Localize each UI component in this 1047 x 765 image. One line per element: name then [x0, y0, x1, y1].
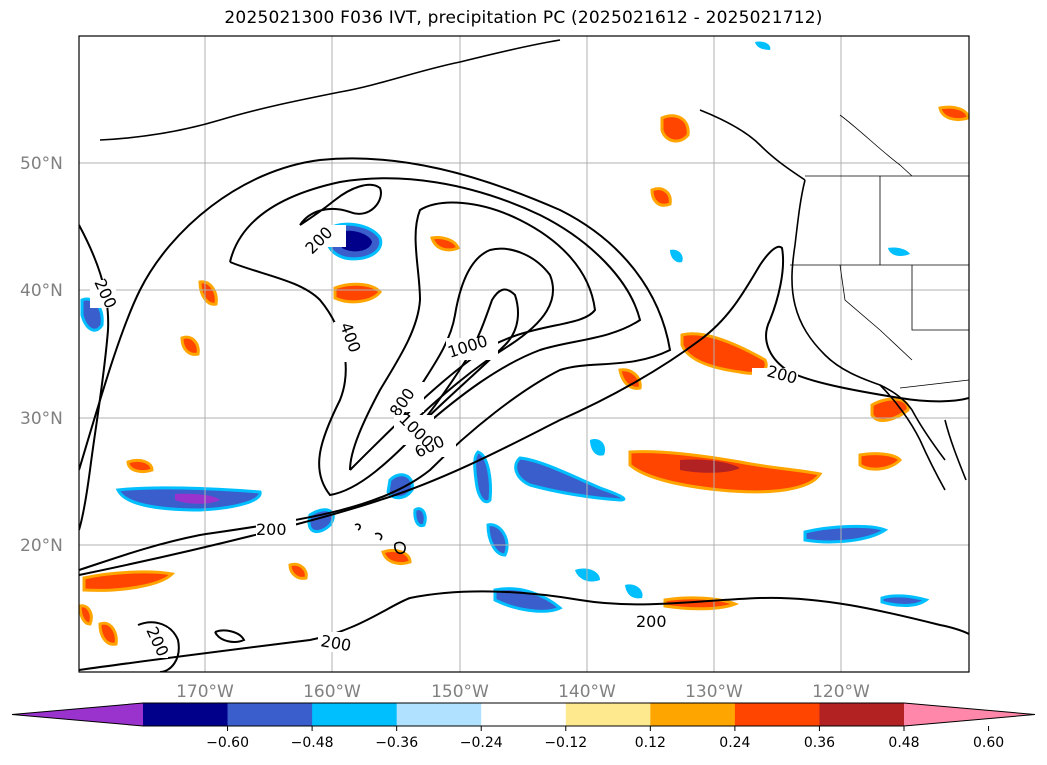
us-mexico-border: [899, 379, 969, 389]
latitude-labels: 50°N 40°N 30°N 20°N: [20, 154, 63, 556]
contour-label: 200: [636, 612, 667, 631]
lon-label: 120°W: [812, 682, 870, 702]
ivt-200-left: [79, 224, 110, 531]
colorbar-tick-label: −0.60: [206, 735, 249, 751]
neg-patch-core: [340, 230, 372, 252]
colorbar-segment: [734, 703, 820, 726]
ivt-200-small: [137, 621, 246, 672]
pos-patch: [82, 570, 176, 592]
ivt-200-main: [79, 245, 969, 576]
contour-label: 200: [256, 520, 287, 539]
pos-patch: [180, 335, 200, 356]
canada-bc-line: [839, 114, 913, 177]
lat-label: 20°N: [20, 536, 63, 556]
neg-patch: [486, 523, 509, 557]
hawaii: [354, 523, 406, 555]
precip-anomaly-layer: [79, 41, 969, 646]
colorbar-segment: [565, 703, 651, 726]
neg-patch: [413, 507, 427, 528]
pos-patch: [333, 282, 382, 304]
pos-patch: [126, 458, 154, 474]
state-lines: [839, 176, 969, 361]
lat-label: 30°N: [20, 409, 63, 429]
contour-label-group: 200 200 200 200 200 200 200 400 600 800 …: [90, 223, 799, 659]
colorbar-tick-label: 0.24: [719, 735, 750, 751]
longitude-labels: 170°W 160°W 150°W 140°W 130°W 120°W: [176, 682, 870, 702]
neg-patch: [493, 587, 563, 613]
colorbar-segment: [227, 703, 313, 726]
colorbar-segment: [396, 703, 482, 726]
colorbar-tick-label: 0.36: [804, 735, 835, 751]
lon-label: 140°W: [558, 682, 616, 702]
pos-patch: [430, 236, 460, 252]
neg-patch-core: [175, 493, 220, 504]
ivt-contours: [79, 157, 969, 672]
colorbar-extend-min: [12, 703, 143, 726]
gulf-of-california: [944, 419, 967, 481]
lat-label: 50°N: [20, 154, 63, 174]
pos-patch: [288, 562, 308, 580]
colorbar-segment: [819, 703, 905, 726]
colorbar-tick-label: −0.24: [460, 735, 503, 751]
pos-patch: [381, 548, 412, 566]
pos-patch: [79, 604, 93, 626]
colorbar-outline: [11, 702, 1036, 727]
neg-patch: [625, 584, 643, 599]
pos-patch: [650, 187, 672, 207]
pos-patch: [618, 368, 642, 390]
baja-coast: [879, 384, 946, 491]
ivt-1000: [419, 288, 519, 426]
colorbar-tick-label: −0.12: [544, 735, 587, 751]
neg-patch: [386, 473, 414, 500]
ivt-200-outer: [79, 157, 672, 571]
ivt-200-south: [79, 590, 969, 671]
pos-patch: [98, 621, 118, 646]
pos-patch-core: [680, 459, 740, 473]
colorbar-segment: [312, 703, 398, 726]
colorbar-tick-label: −0.36: [375, 735, 418, 751]
pos-patch: [198, 280, 218, 306]
neg-patch: [514, 456, 626, 502]
lat-label: 40°N: [20, 281, 63, 301]
colorbar: −0.60 −0.48 −0.36 −0.24 −0.12 0.12 0.24 0.36 0.4…: [11, 702, 1036, 751]
neg-patch: [880, 594, 930, 607]
pos-patch: [660, 114, 690, 143]
colorbar-tick-label: 0.48: [888, 735, 919, 751]
coastlines: [99, 39, 967, 555]
alaska-coast: [99, 39, 561, 141]
borders: [790, 114, 969, 389]
plot-area: 200 200 200 200 200 200 200 400 600 800 …: [79, 36, 969, 672]
colorbar-segment: [650, 703, 736, 726]
ivt-200-inner: [299, 183, 382, 226]
colorbar-segment: [481, 703, 567, 726]
colorbar-segment: [143, 703, 229, 726]
colorbar-tick-label: 0.12: [635, 735, 666, 751]
lon-label: 170°W: [176, 682, 234, 702]
neg-patch: [590, 439, 606, 456]
colorbar-extend-max: [904, 703, 1035, 726]
alaska-panhandle: [699, 109, 806, 181]
neg-patch: [755, 41, 771, 50]
neg-patch: [670, 249, 683, 263]
colorbar-tick-label: 0.60: [973, 735, 1004, 751]
neg-patch: [803, 524, 889, 544]
bc-wa-or-ca-coast: [791, 179, 946, 461]
neg-patch: [888, 247, 910, 256]
lon-label: 160°W: [303, 682, 361, 702]
pos-patch: [938, 105, 969, 122]
ivt-400: [229, 177, 642, 497]
pos-patch: [858, 452, 903, 471]
colorbar-tick-label: −0.48: [291, 735, 334, 751]
lon-label: 130°W: [685, 682, 743, 702]
map-title: 2025021300 F036 IVT, precipitation PC (2…: [224, 8, 823, 28]
lon-label: 150°W: [431, 682, 489, 702]
pos-patch: [870, 397, 910, 422]
plot-frame: [78, 35, 970, 673]
